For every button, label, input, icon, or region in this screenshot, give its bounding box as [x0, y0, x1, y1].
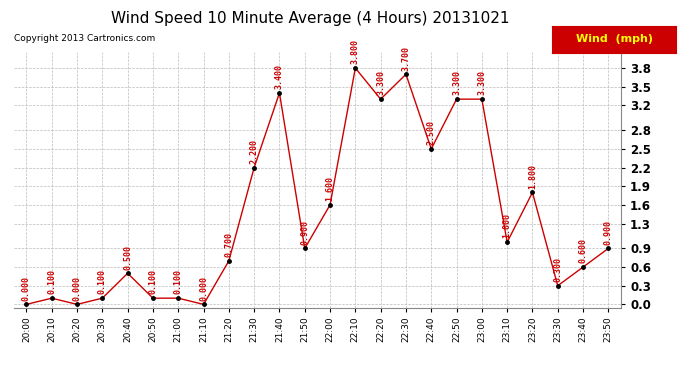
Text: 0.500: 0.500	[123, 244, 132, 270]
Text: 3.700: 3.700	[402, 45, 411, 70]
Text: 0.900: 0.900	[604, 220, 613, 245]
Text: 0.000: 0.000	[22, 276, 31, 301]
Text: 1.800: 1.800	[528, 164, 537, 189]
Text: 3.300: 3.300	[376, 70, 385, 95]
Text: 1.000: 1.000	[502, 213, 512, 238]
Text: 2.200: 2.200	[250, 139, 259, 164]
Text: 0.100: 0.100	[148, 270, 157, 294]
Text: Copyright 2013 Cartronics.com: Copyright 2013 Cartronics.com	[14, 34, 155, 43]
Text: Wind  (mph): Wind (mph)	[575, 34, 653, 44]
Text: 0.100: 0.100	[47, 270, 57, 294]
Text: 0.100: 0.100	[98, 270, 107, 294]
Text: 3.300: 3.300	[452, 70, 461, 95]
Text: 2.500: 2.500	[426, 120, 436, 145]
Text: 1.600: 1.600	[326, 176, 335, 201]
Text: 3.400: 3.400	[275, 64, 284, 89]
Text: 0.300: 0.300	[553, 257, 562, 282]
Text: 0.000: 0.000	[199, 276, 208, 301]
Text: 0.900: 0.900	[300, 220, 309, 245]
Text: 3.300: 3.300	[477, 70, 486, 95]
Text: Wind Speed 10 Minute Average (4 Hours) 20131021: Wind Speed 10 Minute Average (4 Hours) 2…	[111, 11, 510, 26]
Text: 0.100: 0.100	[174, 270, 183, 294]
Text: 0.700: 0.700	[224, 232, 233, 257]
Text: 3.800: 3.800	[351, 39, 360, 64]
Text: 0.600: 0.600	[578, 238, 588, 263]
Text: 0.000: 0.000	[72, 276, 81, 301]
